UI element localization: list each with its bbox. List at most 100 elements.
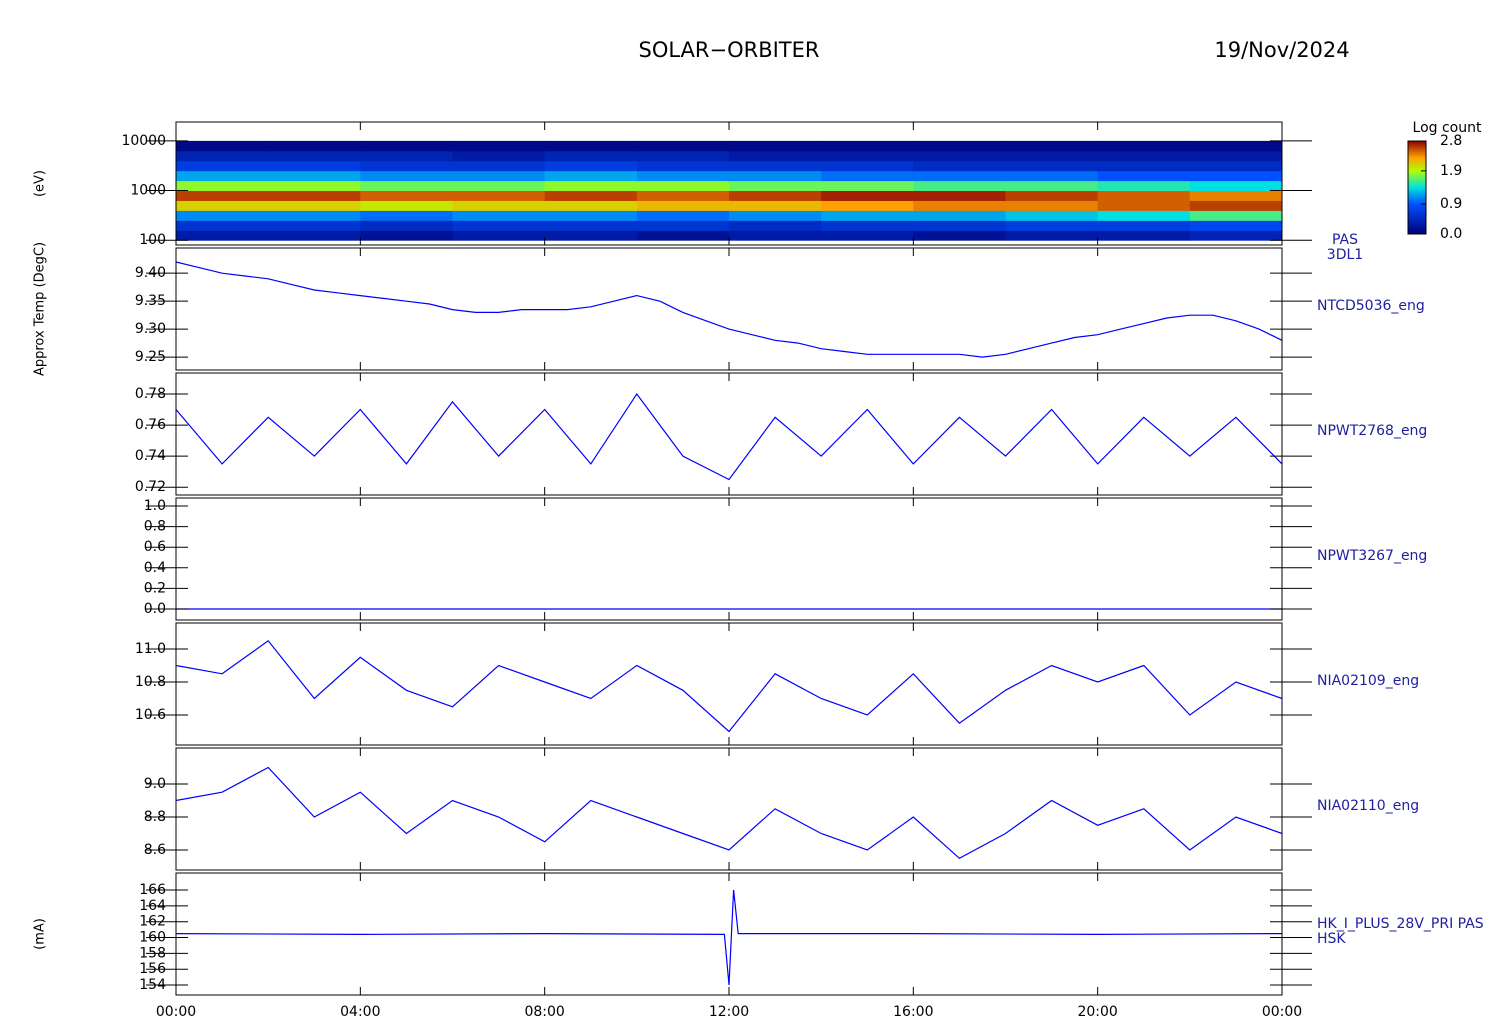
heat-cell (452, 180, 546, 192)
heat-cell (268, 230, 361, 241)
heat-cell (913, 170, 1006, 182)
heat-cell (268, 210, 361, 221)
heat-cell (1189, 170, 1283, 182)
heat-cell (360, 140, 453, 152)
heat-cell (1189, 160, 1283, 172)
heat-cell (360, 210, 453, 221)
heat-cell (452, 200, 546, 211)
x-tick-label: 16:00 (893, 1004, 933, 1020)
heat-cell (1097, 190, 1191, 201)
heat-cell (452, 190, 546, 201)
heat-cell (729, 140, 822, 152)
heat-cell (176, 200, 269, 211)
heat-cell (544, 220, 638, 231)
heat-cell (1005, 170, 1099, 182)
heat-cell (1005, 200, 1099, 211)
heat-cell (1189, 210, 1283, 221)
heat-cell (1097, 170, 1191, 182)
heat-cell (544, 200, 638, 211)
channel-label: NIA02109_eng (1317, 673, 1419, 689)
heat-cell (636, 210, 730, 221)
heat-cell (1189, 220, 1283, 231)
heat-cell (452, 170, 546, 182)
heat-cell (636, 230, 730, 241)
heat-cell (821, 170, 914, 182)
x-tick-label: 20:00 (1077, 1004, 1117, 1020)
colorbar-tick-label: 0.9 (1440, 196, 1462, 212)
heat-cell (1005, 140, 1099, 152)
channel-label: PAS (1332, 232, 1358, 248)
heat-cell (176, 230, 269, 241)
heat-cell (636, 160, 730, 172)
heat-cell (1005, 220, 1099, 231)
data-line (175, 639, 1283, 733)
heat-cell (1097, 180, 1191, 192)
heat-cell (544, 180, 638, 192)
heat-cell (268, 220, 361, 231)
heat-cell (1189, 200, 1283, 211)
heat-cell (1189, 180, 1283, 192)
colorbar-tick-label: 1.9 (1440, 163, 1462, 179)
heat-cell (360, 220, 453, 231)
heat-cell (729, 210, 822, 221)
heat-cell (176, 190, 269, 201)
heat-cell (360, 150, 453, 162)
x-tick-label: 12:00 (709, 1004, 749, 1020)
heat-cell (729, 170, 822, 182)
x-tick-label: 00:00 (156, 1004, 196, 1020)
heat-cell (1005, 210, 1099, 221)
heat-cell (729, 150, 822, 162)
heat-cell (544, 190, 638, 201)
heat-cell (913, 230, 1006, 241)
heat-cell (1097, 220, 1191, 231)
heat-cell (913, 150, 1006, 162)
heat-cell (1097, 160, 1191, 172)
heat-cell (821, 140, 914, 152)
heat-cell (452, 150, 546, 162)
heat-cell (176, 150, 269, 162)
heat-cell (360, 200, 453, 211)
heat-cell (176, 160, 269, 172)
channel-label: HSK (1317, 931, 1346, 947)
heat-cell (544, 170, 638, 182)
date: 19/Nov/2024 (1214, 38, 1349, 62)
data-line (175, 889, 1283, 986)
heat-cell (360, 160, 453, 172)
heat-cell (821, 200, 914, 211)
heat-cell (636, 200, 730, 211)
heat-cell (821, 220, 914, 231)
channel-label: NTCD5036_eng (1317, 298, 1425, 314)
title: SOLAR−ORBITER (638, 38, 819, 62)
heat-cell (1005, 150, 1099, 162)
heat-cell (544, 210, 638, 221)
heat-cell (1097, 230, 1191, 241)
heat-cell (1005, 180, 1099, 192)
colorbar-tick-label: 2.8 (1440, 133, 1462, 149)
heat-cell (452, 210, 546, 221)
channel-label: NPWT3267_eng (1317, 548, 1427, 564)
heat-cell (1097, 150, 1191, 162)
heat-cell (729, 200, 822, 211)
heat-cell (268, 160, 361, 172)
colorbar (1407, 140, 1427, 235)
heat-cell (1189, 150, 1283, 162)
heat-cell (452, 140, 546, 152)
channel-label: HK_I_PLUS_28V_PRI PAS (1317, 916, 1484, 932)
data-line (175, 392, 1283, 481)
heat-cell (452, 230, 546, 241)
heat-cell (729, 230, 822, 241)
heat-cell (268, 150, 361, 162)
heat-cell (544, 160, 638, 172)
heat-cell (821, 150, 914, 162)
heat-cell (913, 180, 1006, 192)
colorbar-tick-label: 0.0 (1440, 226, 1462, 242)
y-axis-label: (mA) (33, 918, 48, 950)
heat-cell (360, 230, 453, 241)
heat-cell (544, 140, 638, 152)
heat-cell (268, 180, 361, 192)
heat-cell (636, 170, 730, 182)
heat-cell (1189, 190, 1283, 201)
heat-cell (360, 180, 453, 192)
heat-cell (636, 150, 730, 162)
